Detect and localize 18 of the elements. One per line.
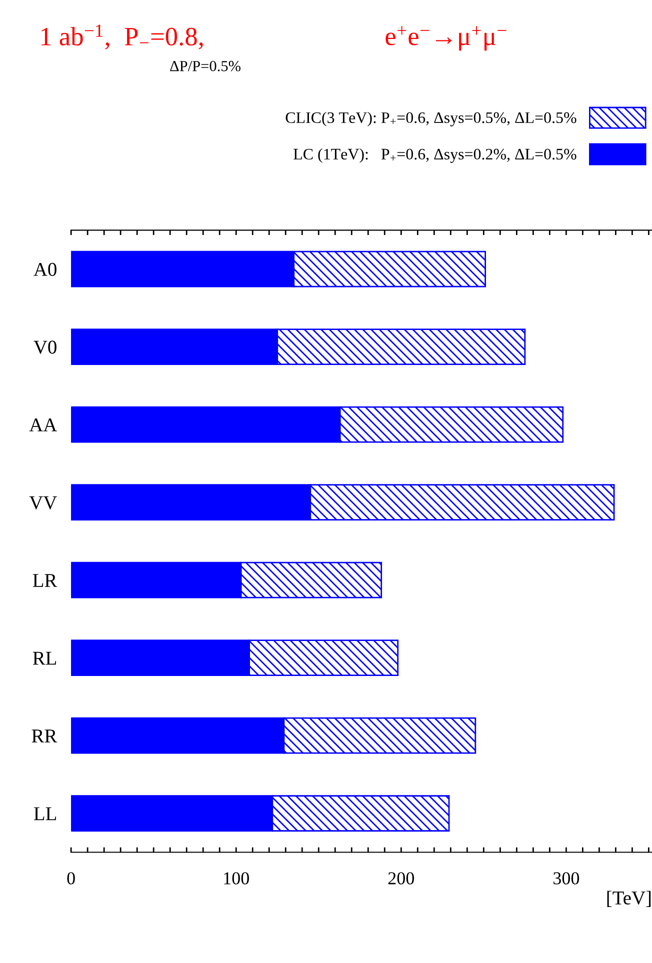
y-tick-label: RL (32, 652, 56, 665)
chart-subtitle: ΔP/P=0.5% (170, 60, 240, 72)
y-tick-label: LL (34, 807, 56, 820)
y-tick-label: AA (29, 418, 58, 432)
text: e$^{+}$e$^{−}$→μ$^{+}$μ$^{−}$ (386, 26, 506, 51)
legend-label: LC (1TeV): P$_{+}$=0.6, Δsys=0.2%, ΔL=0.5% (294, 148, 576, 163)
y-tick-label: A0 (34, 262, 56, 276)
x-tick-label: 100 (224, 872, 249, 884)
x-tick-label: 300 (554, 872, 580, 884)
y-tick-label: LR (32, 574, 58, 587)
chart-title: 1 ab$^{−1}$, P$_{−}$=0.8, (41, 24, 203, 50)
y-tick-label: VV (29, 496, 57, 510)
x-tick-label: 0 (67, 872, 75, 884)
y-tick-label: V0 (34, 340, 56, 354)
x-tick-label: 200 (388, 872, 414, 884)
y-tick-label: RR (32, 730, 58, 742)
legend-label: CLIC(3 TeV): P$_{+}$=0.6, Δsys=0.5%, ΔL=0.5% (286, 112, 576, 126)
x-axis-title: [TeV] (607, 890, 651, 907)
